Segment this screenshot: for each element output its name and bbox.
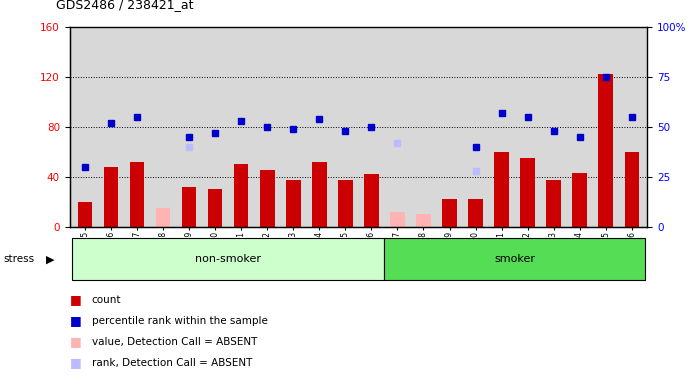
- Bar: [156, 208, 171, 227]
- Text: percentile rank within the sample: percentile rank within the sample: [92, 316, 268, 326]
- Bar: [468, 199, 483, 227]
- Bar: [313, 162, 326, 227]
- Bar: [624, 152, 639, 227]
- Bar: [599, 74, 612, 227]
- Bar: [208, 189, 223, 227]
- Bar: [390, 212, 404, 227]
- Bar: [521, 158, 535, 227]
- Text: ■: ■: [70, 335, 81, 348]
- Text: non-smoker: non-smoker: [196, 254, 261, 264]
- Bar: [182, 187, 196, 227]
- Text: rank, Detection Call = ABSENT: rank, Detection Call = ABSENT: [92, 358, 252, 368]
- Bar: [104, 167, 118, 227]
- Bar: [234, 164, 248, 227]
- Bar: [78, 202, 93, 227]
- Text: value, Detection Call = ABSENT: value, Detection Call = ABSENT: [92, 337, 258, 347]
- Text: ▶: ▶: [46, 254, 54, 264]
- Bar: [286, 180, 301, 227]
- Bar: [546, 180, 561, 227]
- Text: ■: ■: [70, 293, 81, 306]
- Bar: [260, 170, 274, 227]
- Text: smoker: smoker: [494, 254, 535, 264]
- Bar: [416, 214, 431, 227]
- Bar: [384, 238, 644, 280]
- Bar: [130, 162, 144, 227]
- Bar: [573, 173, 587, 227]
- Text: GDS2486 / 238421_at: GDS2486 / 238421_at: [56, 0, 193, 12]
- Text: ■: ■: [70, 314, 81, 327]
- Text: count: count: [92, 295, 121, 305]
- Text: ■: ■: [70, 356, 81, 369]
- Bar: [364, 174, 379, 227]
- Bar: [494, 152, 509, 227]
- Text: stress: stress: [3, 254, 35, 264]
- Bar: [72, 238, 384, 280]
- Bar: [338, 180, 353, 227]
- Bar: [443, 199, 457, 227]
